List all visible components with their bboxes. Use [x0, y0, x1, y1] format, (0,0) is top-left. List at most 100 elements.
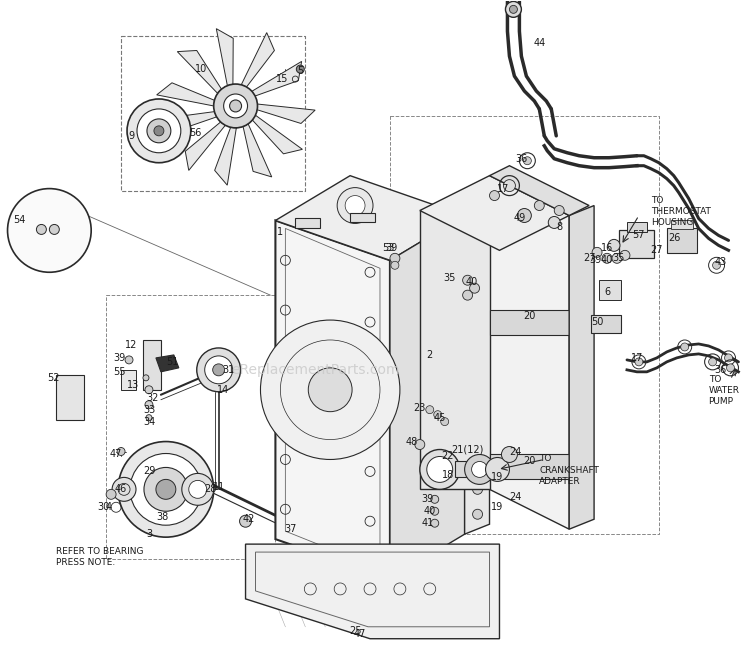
Bar — [667, 228, 697, 253]
Circle shape — [8, 189, 92, 272]
Bar — [143, 340, 161, 390]
Text: 46: 46 — [115, 484, 128, 494]
Polygon shape — [420, 175, 569, 250]
Text: 44: 44 — [533, 38, 545, 48]
Text: 53: 53 — [382, 243, 394, 253]
Circle shape — [592, 247, 602, 257]
Circle shape — [502, 446, 518, 462]
Text: 39: 39 — [386, 243, 398, 253]
Text: 40: 40 — [466, 277, 478, 287]
Circle shape — [391, 261, 399, 269]
Text: 23: 23 — [414, 403, 426, 413]
Text: 39: 39 — [113, 353, 125, 363]
Circle shape — [112, 478, 136, 502]
Circle shape — [503, 179, 515, 191]
Text: 9: 9 — [128, 131, 134, 141]
Circle shape — [472, 462, 488, 478]
Circle shape — [724, 354, 733, 362]
Text: 4: 4 — [106, 502, 112, 512]
Circle shape — [463, 275, 472, 285]
Polygon shape — [420, 175, 490, 490]
Circle shape — [145, 401, 153, 409]
Text: 14: 14 — [217, 385, 229, 395]
Text: 24: 24 — [509, 446, 521, 456]
Polygon shape — [465, 205, 490, 534]
Text: 38: 38 — [157, 512, 169, 522]
Bar — [490, 310, 569, 335]
Text: 1: 1 — [278, 227, 284, 237]
Circle shape — [125, 356, 133, 364]
Text: 41: 41 — [422, 518, 434, 528]
Bar — [591, 315, 621, 333]
Text: TO
THERMOSTAT
HOUSING: TO THERMOSTAT HOUSING — [651, 195, 711, 227]
Text: 5: 5 — [297, 66, 304, 76]
Circle shape — [463, 290, 472, 300]
Circle shape — [534, 201, 544, 211]
Circle shape — [189, 480, 207, 498]
Text: 2: 2 — [427, 350, 433, 360]
Text: 24: 24 — [509, 492, 521, 502]
Circle shape — [420, 450, 460, 490]
Circle shape — [465, 454, 494, 484]
Circle shape — [308, 368, 352, 412]
Text: 57: 57 — [633, 230, 645, 240]
Text: TO
CRANKSHAFT
ADAPTER: TO CRANKSHAFT ADAPTER — [539, 454, 599, 486]
Text: 36: 36 — [715, 365, 727, 375]
Circle shape — [106, 490, 116, 500]
Circle shape — [196, 348, 241, 392]
Circle shape — [427, 456, 453, 482]
Polygon shape — [252, 115, 302, 154]
Circle shape — [485, 458, 509, 482]
Circle shape — [230, 100, 242, 112]
Bar — [296, 219, 320, 228]
Circle shape — [509, 5, 518, 13]
Circle shape — [205, 356, 232, 384]
Text: 17: 17 — [631, 353, 643, 363]
Text: 8: 8 — [556, 222, 562, 232]
Circle shape — [154, 126, 164, 136]
Text: 32: 32 — [147, 393, 159, 403]
Text: 43: 43 — [715, 257, 727, 267]
Polygon shape — [569, 205, 594, 529]
Circle shape — [147, 119, 171, 143]
Text: 56: 56 — [190, 128, 202, 138]
Circle shape — [524, 157, 531, 165]
Circle shape — [37, 225, 46, 234]
Circle shape — [470, 283, 479, 293]
Text: 12: 12 — [124, 340, 137, 350]
Text: 49: 49 — [513, 213, 526, 223]
Bar — [627, 223, 646, 232]
Text: 11: 11 — [212, 482, 225, 492]
Text: 26: 26 — [668, 233, 681, 243]
Polygon shape — [257, 104, 315, 123]
Circle shape — [338, 187, 373, 223]
Circle shape — [224, 94, 248, 118]
Text: 3: 3 — [146, 529, 152, 539]
Text: 34: 34 — [142, 417, 155, 427]
Text: 31: 31 — [223, 365, 235, 375]
Circle shape — [239, 515, 251, 527]
Circle shape — [156, 480, 176, 500]
Circle shape — [472, 510, 482, 519]
Text: 48: 48 — [406, 436, 418, 446]
Polygon shape — [216, 29, 233, 85]
Text: 52: 52 — [47, 373, 59, 383]
Polygon shape — [156, 355, 178, 372]
Circle shape — [608, 239, 620, 251]
Text: 30: 30 — [97, 502, 109, 512]
Text: 20: 20 — [524, 311, 536, 321]
Bar — [670, 221, 693, 229]
Text: 55: 55 — [112, 367, 125, 377]
Text: 25: 25 — [349, 626, 361, 636]
Text: 27: 27 — [650, 245, 663, 255]
Polygon shape — [245, 544, 500, 639]
Text: 40: 40 — [601, 255, 613, 265]
Polygon shape — [242, 33, 274, 87]
Circle shape — [430, 519, 439, 527]
Circle shape — [433, 411, 442, 419]
Circle shape — [214, 84, 257, 128]
Circle shape — [345, 195, 365, 215]
Circle shape — [296, 65, 304, 73]
Text: 39: 39 — [422, 494, 434, 504]
Polygon shape — [214, 127, 236, 185]
